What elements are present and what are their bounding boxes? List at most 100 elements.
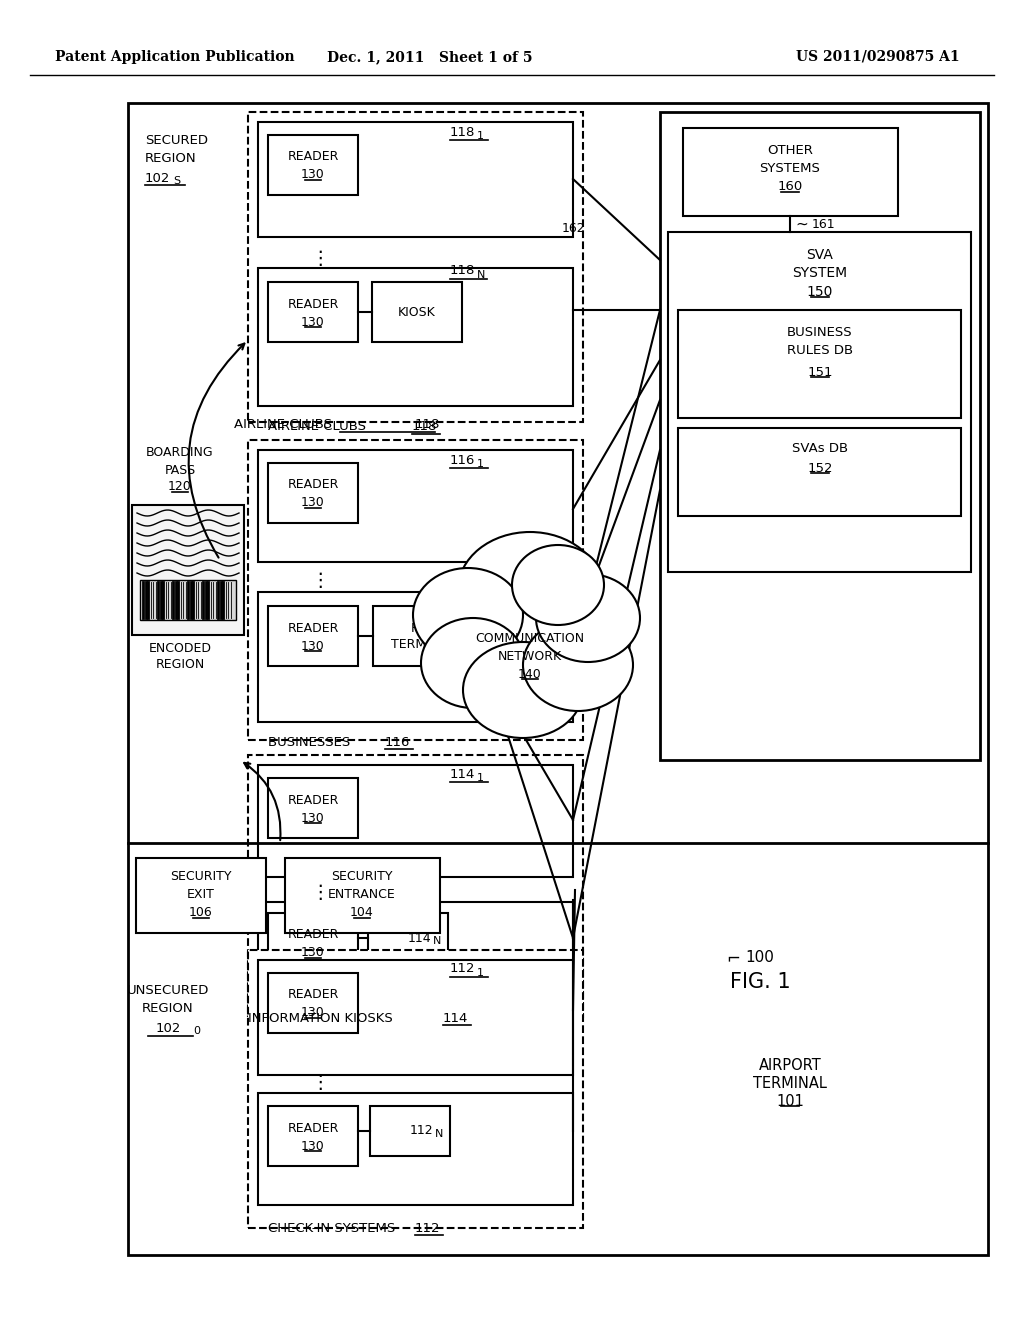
Text: NETWORK: NETWORK — [498, 649, 562, 663]
Ellipse shape — [536, 574, 640, 663]
Text: PASS: PASS — [165, 463, 196, 477]
Text: US 2011/0290875 A1: US 2011/0290875 A1 — [797, 50, 961, 63]
Text: BOARDING: BOARDING — [146, 446, 214, 459]
Text: 114: 114 — [408, 932, 432, 945]
Bar — [258, 766, 573, 876]
Text: 114: 114 — [450, 767, 475, 780]
Text: 161: 161 — [812, 218, 836, 231]
Text: SECURITY: SECURITY — [170, 870, 231, 883]
Text: 140: 140 — [518, 668, 542, 681]
Text: RULES DB: RULES DB — [786, 345, 853, 358]
Text: 112: 112 — [415, 1221, 440, 1234]
Text: 102: 102 — [156, 1022, 180, 1035]
Text: ~: ~ — [795, 216, 808, 231]
Text: 130: 130 — [301, 1006, 325, 1019]
Bar — [370, 1106, 450, 1156]
Text: 1: 1 — [477, 459, 484, 469]
Bar — [268, 463, 358, 523]
Bar — [248, 950, 583, 1228]
Text: N: N — [433, 936, 441, 946]
Bar — [248, 112, 583, 422]
Text: 130: 130 — [301, 812, 325, 825]
Text: INFORMATION KIOSKS: INFORMATION KIOSKS — [248, 1011, 401, 1024]
Text: 152: 152 — [807, 462, 833, 474]
Text: 104: 104 — [350, 907, 374, 920]
Text: 150: 150 — [807, 285, 834, 300]
Bar — [248, 755, 583, 1016]
Text: READER: READER — [288, 297, 339, 310]
Bar — [668, 232, 971, 572]
Text: 130: 130 — [301, 315, 325, 329]
Text: 160: 160 — [777, 181, 803, 194]
Text: ⋮: ⋮ — [310, 570, 330, 590]
Text: 118: 118 — [450, 125, 475, 139]
Text: READER: READER — [288, 479, 339, 491]
Bar — [678, 310, 961, 418]
Text: SVAs DB: SVAs DB — [792, 442, 848, 455]
Text: 106: 106 — [189, 907, 213, 920]
Text: Patent Application Publication: Patent Application Publication — [55, 50, 295, 63]
Text: EXIT: EXIT — [187, 888, 215, 902]
Bar — [268, 973, 358, 1034]
Text: SVA: SVA — [807, 248, 834, 261]
Bar — [140, 579, 236, 620]
Text: BUSINESS: BUSINESS — [787, 326, 853, 338]
Text: READER: READER — [288, 1122, 339, 1134]
Text: 102: 102 — [145, 172, 170, 185]
Text: READER: READER — [288, 150, 339, 164]
Bar — [268, 913, 358, 973]
Text: SYSTEM: SYSTEM — [793, 267, 848, 280]
Text: 120: 120 — [168, 480, 191, 494]
Text: OTHER: OTHER — [767, 144, 813, 157]
Bar — [268, 135, 358, 195]
Ellipse shape — [523, 619, 633, 711]
Bar — [268, 777, 358, 838]
Text: TERMINAL: TERMINAL — [391, 639, 455, 652]
Bar — [132, 506, 244, 635]
Text: ⋮: ⋮ — [310, 1072, 330, 1092]
Bar — [678, 428, 961, 516]
Text: TERMINAL: TERMINAL — [753, 1076, 827, 1090]
Bar — [128, 103, 988, 1255]
Text: 151: 151 — [807, 366, 833, 379]
Bar — [258, 268, 573, 407]
Bar — [268, 1106, 358, 1166]
Text: READER: READER — [288, 928, 339, 941]
Text: 130: 130 — [301, 496, 325, 510]
Bar — [258, 960, 573, 1074]
Bar — [268, 606, 358, 667]
Bar — [373, 606, 473, 667]
Text: 130: 130 — [301, 946, 325, 960]
Text: READER: READER — [288, 793, 339, 807]
Text: REGION: REGION — [142, 1002, 194, 1015]
Bar — [660, 112, 980, 760]
Text: 118: 118 — [415, 418, 440, 432]
Text: ⌐: ⌐ — [726, 949, 740, 968]
Text: FIG. 1: FIG. 1 — [730, 972, 791, 993]
Ellipse shape — [421, 618, 525, 708]
Text: POS: POS — [411, 622, 435, 635]
Text: SECURED: SECURED — [145, 133, 208, 147]
Text: AIRLINE CLUBS: AIRLINE CLUBS — [233, 418, 340, 432]
Bar — [285, 858, 440, 933]
Text: SECURITY: SECURITY — [331, 870, 393, 883]
Text: CHECK-IN SYSTEMS: CHECK-IN SYSTEMS — [268, 1221, 403, 1234]
Bar — [683, 128, 898, 216]
Text: 116: 116 — [450, 590, 475, 602]
Text: BUSINESSES: BUSINESSES — [268, 735, 358, 748]
Text: 114: 114 — [443, 1011, 468, 1024]
Text: 162: 162 — [562, 222, 586, 235]
Text: 101: 101 — [776, 1093, 804, 1109]
Text: REGION: REGION — [145, 152, 197, 165]
Text: 100: 100 — [745, 950, 774, 965]
Text: KIOSK: KIOSK — [398, 305, 436, 318]
Text: 0: 0 — [193, 1026, 200, 1036]
Text: Dec. 1, 2011   Sheet 1 of 5: Dec. 1, 2011 Sheet 1 of 5 — [328, 50, 532, 63]
Text: COMMUNICATION: COMMUNICATION — [475, 631, 585, 644]
Bar — [258, 902, 573, 1001]
Ellipse shape — [458, 532, 602, 648]
Text: AIRPORT: AIRPORT — [759, 1057, 821, 1072]
Bar — [368, 913, 449, 964]
Ellipse shape — [463, 642, 583, 738]
Text: N: N — [435, 1129, 443, 1139]
